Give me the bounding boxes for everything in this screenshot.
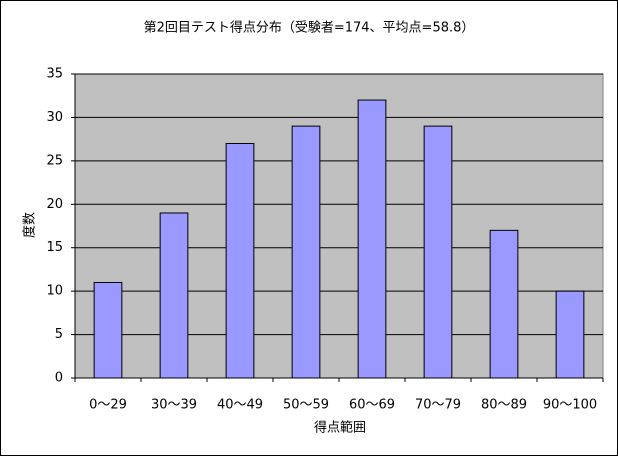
bar bbox=[159, 212, 189, 379]
x-tick-label: 60～69 bbox=[349, 398, 395, 413]
bar bbox=[555, 290, 585, 379]
plot-area bbox=[74, 73, 604, 379]
chart-title: 第2回目テスト得点分布（受験者=174、平均点=58.8） bbox=[144, 20, 475, 36]
y-tick-label: 25 bbox=[46, 153, 63, 168]
x-tick-label: 30～39 bbox=[151, 398, 197, 413]
y-tick-label: 20 bbox=[46, 197, 63, 212]
x-tick-label: 40～49 bbox=[217, 398, 263, 413]
x-tick-label: 90～100 bbox=[543, 398, 597, 413]
bar bbox=[225, 142, 255, 379]
bar bbox=[93, 281, 123, 379]
y-tick-label: 35 bbox=[46, 67, 63, 82]
x-axis-label: 得点範囲 bbox=[314, 420, 366, 436]
y-tick-label: 30 bbox=[46, 110, 63, 125]
bar bbox=[291, 125, 321, 379]
y-tick-label: 0 bbox=[55, 371, 63, 386]
bar bbox=[357, 99, 387, 379]
bar bbox=[489, 229, 519, 379]
x-tick-label: 70～79 bbox=[415, 398, 461, 413]
y-axis-label: 度数 bbox=[22, 212, 38, 238]
x-tick-label: 0～29 bbox=[89, 398, 127, 413]
x-tick-label: 50～59 bbox=[283, 398, 329, 413]
y-tick-label: 10 bbox=[46, 284, 63, 299]
x-tick-label: 80～89 bbox=[481, 398, 527, 413]
y-tick-label: 5 bbox=[55, 327, 63, 342]
bar bbox=[423, 125, 453, 379]
y-tick-label: 15 bbox=[46, 240, 63, 255]
